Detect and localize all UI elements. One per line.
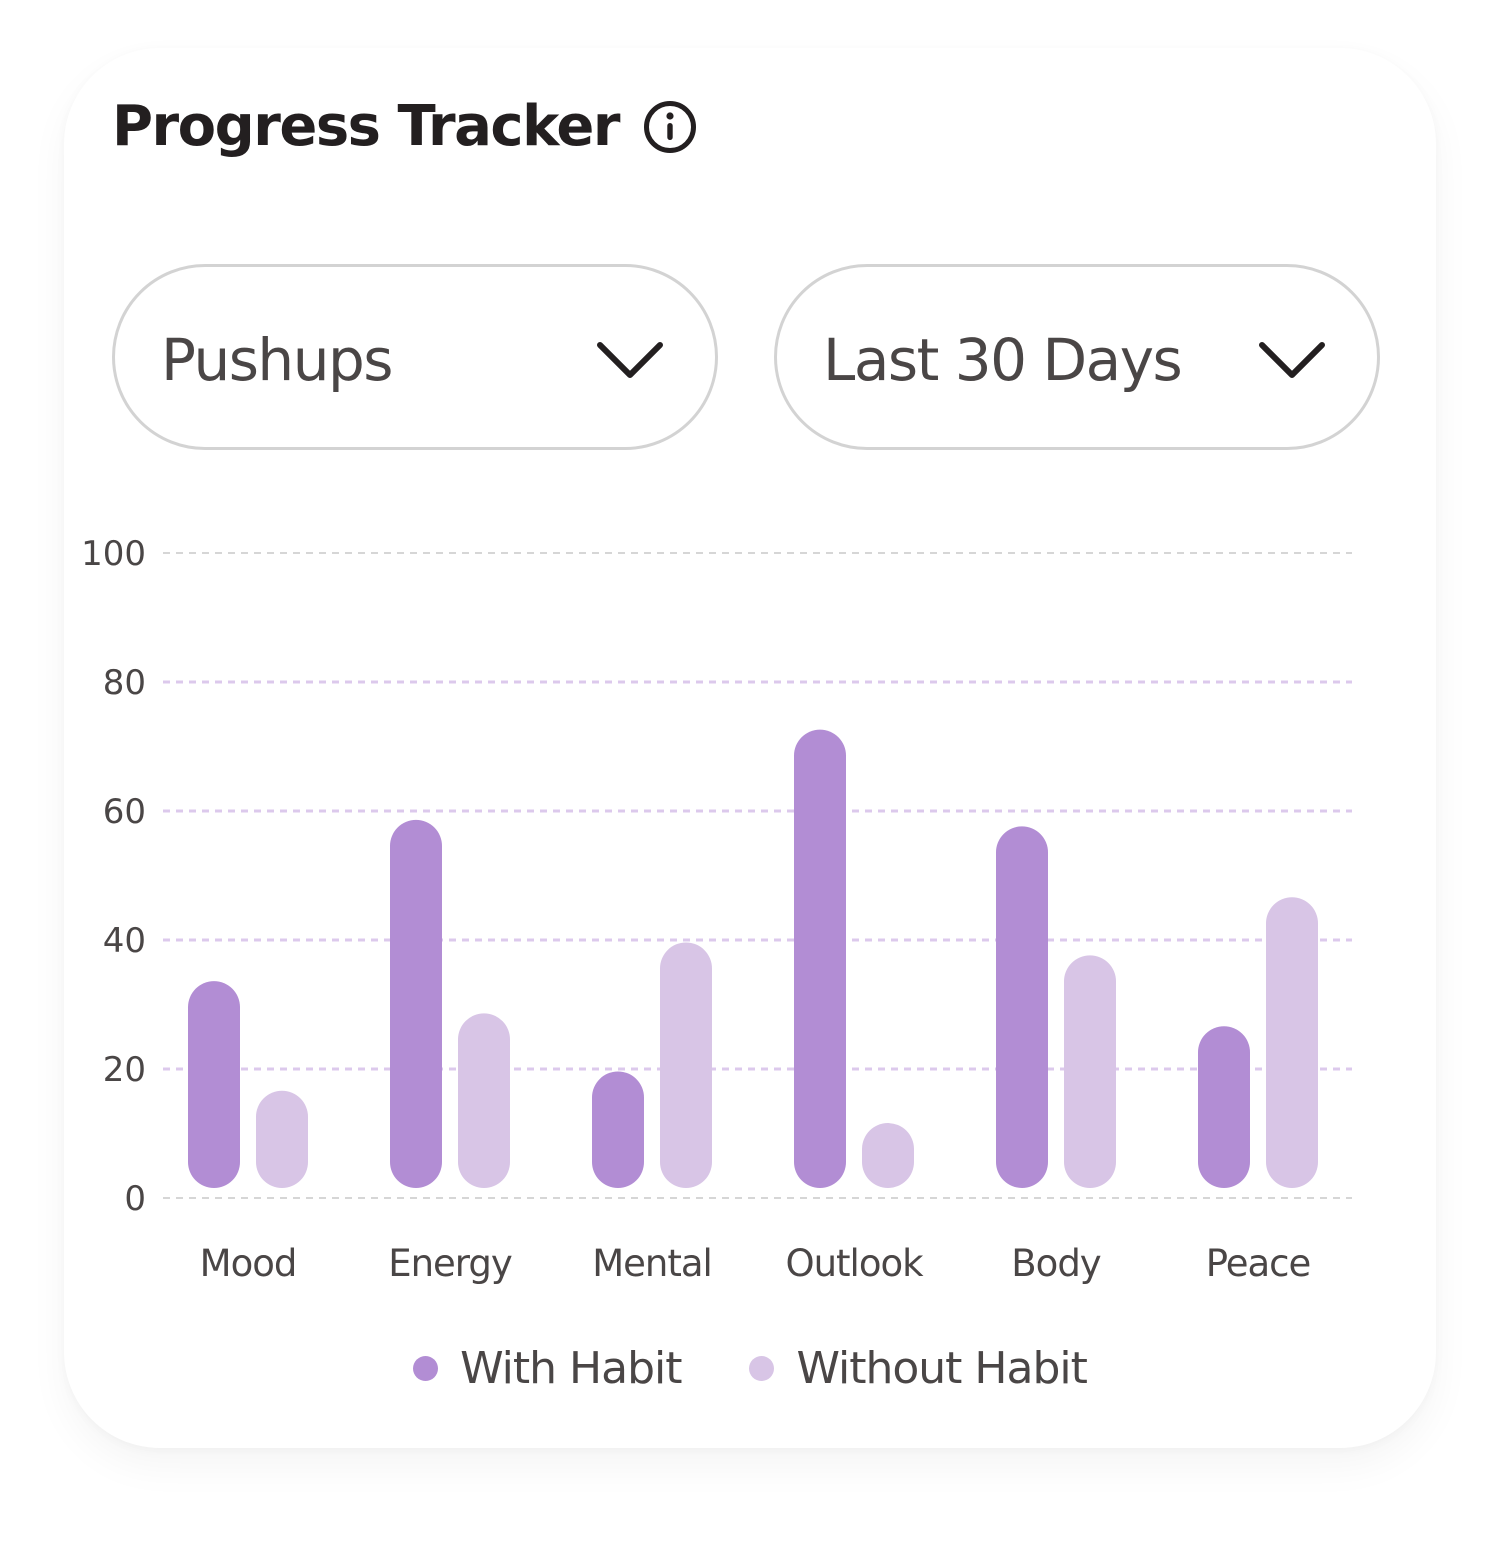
page-title: Progress Tracker xyxy=(112,94,620,159)
legend-dot-without-habit xyxy=(749,1355,775,1381)
x-category-label: Outlook xyxy=(785,1242,924,1285)
y-tick-label: 100 xyxy=(81,534,146,574)
bar-outlook-without-habit[interactable] xyxy=(862,1123,914,1188)
x-category-label: Energy xyxy=(388,1242,512,1285)
bar-mood-with-habit[interactable] xyxy=(188,981,240,1188)
y-tick-label: 40 xyxy=(103,921,146,961)
bar-mental-with-habit[interactable] xyxy=(592,1071,644,1188)
period-select-value: Last 30 Days xyxy=(823,326,1183,394)
y-tick-label: 80 xyxy=(103,663,146,703)
legend-item-with-habit[interactable]: With Habit xyxy=(413,1342,682,1394)
period-select[interactable]: Last 30 Days xyxy=(774,264,1380,450)
bar-outlook-with-habit[interactable] xyxy=(794,729,846,1188)
bar-energy-without-habit[interactable] xyxy=(458,1013,510,1188)
x-category-label: Peace xyxy=(1206,1242,1311,1285)
bar-mood-without-habit[interactable] xyxy=(256,1090,308,1188)
chevron-down-icon xyxy=(1259,342,1325,378)
y-tick-label: 0 xyxy=(124,1179,146,1219)
bar-body-without-habit[interactable] xyxy=(1064,955,1116,1188)
y-tick-label: 60 xyxy=(103,792,146,832)
x-category-label: Mood xyxy=(200,1242,297,1285)
legend-item-without-habit[interactable]: Without Habit xyxy=(749,1342,1088,1394)
bar-peace-without-habit[interactable] xyxy=(1266,897,1318,1188)
habit-select[interactable]: Pushups xyxy=(112,264,718,450)
chevron-down-icon xyxy=(597,342,663,378)
bar-chart: 0 20 40 60 80 100 Mood Energy Mental Outlook Body P… xyxy=(81,534,1352,1285)
bar-peace-with-habit[interactable] xyxy=(1198,1026,1250,1188)
x-category-label: Mental xyxy=(592,1242,712,1285)
header: Progress Tracker xyxy=(112,92,697,162)
bar-mental-without-habit[interactable] xyxy=(660,942,712,1188)
legend-label-without-habit: Without Habit xyxy=(796,1342,1087,1394)
legend-label-with-habit: With Habit xyxy=(460,1342,682,1394)
chart-legend: With Habit Without Habit xyxy=(0,1338,1500,1398)
bar-body-with-habit[interactable] xyxy=(996,826,1048,1188)
legend-dot-with-habit xyxy=(413,1355,439,1381)
x-category-label: Body xyxy=(1011,1242,1101,1285)
bar-energy-with-habit[interactable] xyxy=(390,819,442,1188)
info-circle-icon[interactable] xyxy=(643,100,697,154)
habit-select-value: Pushups xyxy=(161,326,394,394)
y-tick-label: 20 xyxy=(103,1050,146,1090)
